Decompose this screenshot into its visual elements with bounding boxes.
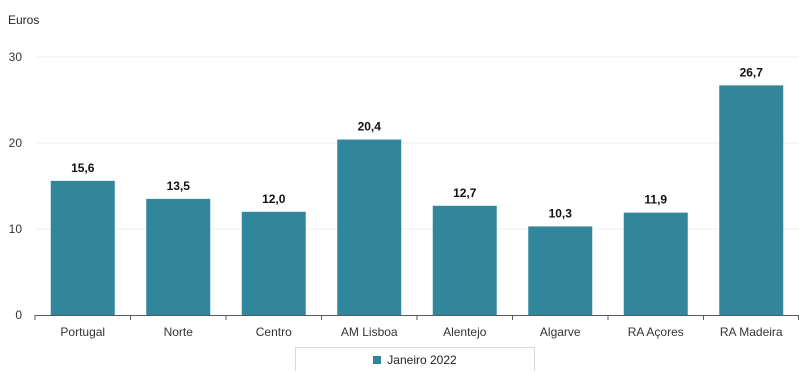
x-tick-label: Algarve: [540, 325, 581, 339]
bar: [50, 180, 115, 315]
legend-label: Janeiro 2022: [387, 352, 457, 367]
data-label: 11,9: [644, 193, 667, 207]
data-label: 26,7: [740, 65, 764, 79]
y-tick-label: 30: [9, 50, 23, 64]
data-labels: 15,6 13,5 12,0 20,4 12,7 10,3 11,9 26,7: [71, 65, 763, 220]
y-tick-label: 20: [9, 136, 23, 150]
legend-swatch: [373, 355, 382, 364]
legend: Janeiro 2022: [295, 347, 535, 371]
bar: [719, 85, 784, 315]
bars: [50, 85, 784, 315]
y-tick-label: 10: [9, 222, 23, 236]
data-label: 15,6: [71, 161, 95, 175]
bar: [432, 205, 497, 315]
x-tick-label: RA Açores: [628, 325, 684, 339]
x-tick-label: Centro: [256, 325, 292, 339]
bar: [337, 139, 402, 315]
data-label: 20,4: [358, 120, 382, 134]
x-tick-label: Alentejo: [443, 325, 487, 339]
data-label: 12,7: [453, 186, 477, 200]
x-tick-label: RA Madeira: [720, 325, 783, 339]
bar: [241, 211, 306, 315]
y-tick-label: 0: [15, 308, 22, 322]
bar: [623, 212, 688, 315]
data-label: 12,0: [262, 192, 286, 206]
x-axis: Portugal Norte Centro AM Lisboa Alentejo Alga…: [34, 315, 799, 339]
data-label: 13,5: [167, 179, 191, 193]
data-label: 10,3: [549, 206, 573, 220]
y-axis-ticks: 0 10 20 30: [9, 50, 23, 322]
bar-chart: Euros 0 10 20 30 15,6 13,5 12,0 20,4 12,7 10,3 11…: [8, 13, 799, 339]
bar: [528, 226, 593, 315]
y-axis-unit-label: Euros: [8, 13, 39, 27]
x-tick-label: AM Lisboa: [341, 325, 398, 339]
bar: [146, 198, 211, 315]
x-tick-label: Portugal: [60, 325, 105, 339]
x-tick-label: Norte: [164, 325, 194, 339]
